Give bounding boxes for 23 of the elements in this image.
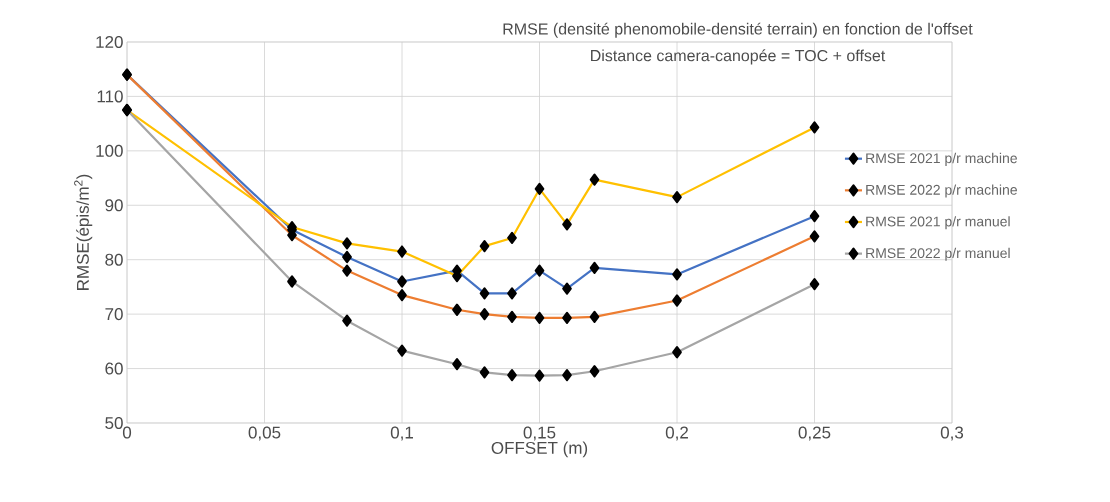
chart-subtitle: Distance camera-canopée = TOC + offset (591, 49, 886, 65)
y-tick-label: 80 (105, 253, 123, 266)
y-tick-label: 110 (97, 90, 123, 103)
x-tick-label: 0,25 (798, 426, 831, 441)
x-axis-title: OFFSET (m) (491, 441, 588, 458)
legend-label: RMSE 2021 p/r machine (866, 152, 1017, 166)
y-tick-label: 120 (96, 35, 123, 49)
legend-label: RMSE 2021 p/r manuel (866, 216, 1010, 230)
y-tick-label: 50 (105, 416, 123, 430)
y-tick-label: 90 (105, 199, 123, 212)
legend-label: RMSE 2022 p/r machine (866, 184, 1017, 198)
x-tick-label: 0,05 (248, 426, 281, 441)
legend-label: RMSE 2022 p/r manuel (866, 247, 1010, 261)
x-tick-label: 0,2 (665, 426, 688, 441)
x-tick-label: 0 (122, 426, 132, 439)
y-tick-label: 100 (96, 144, 123, 157)
chart-title: RMSE (densité phenomobile-densité terrain) en fonction de l'offset (503, 22, 973, 38)
x-tick-label: 0,1 (390, 426, 413, 441)
y-tick-label: 70 (105, 308, 123, 321)
x-tick-label: 0,15 (523, 426, 556, 441)
y-axis-title: RMSE(épis/m$^{2}$) (74, 174, 93, 290)
y-tick-label: 60 (105, 362, 123, 375)
x-tick-label: 0,3 (940, 426, 964, 441)
